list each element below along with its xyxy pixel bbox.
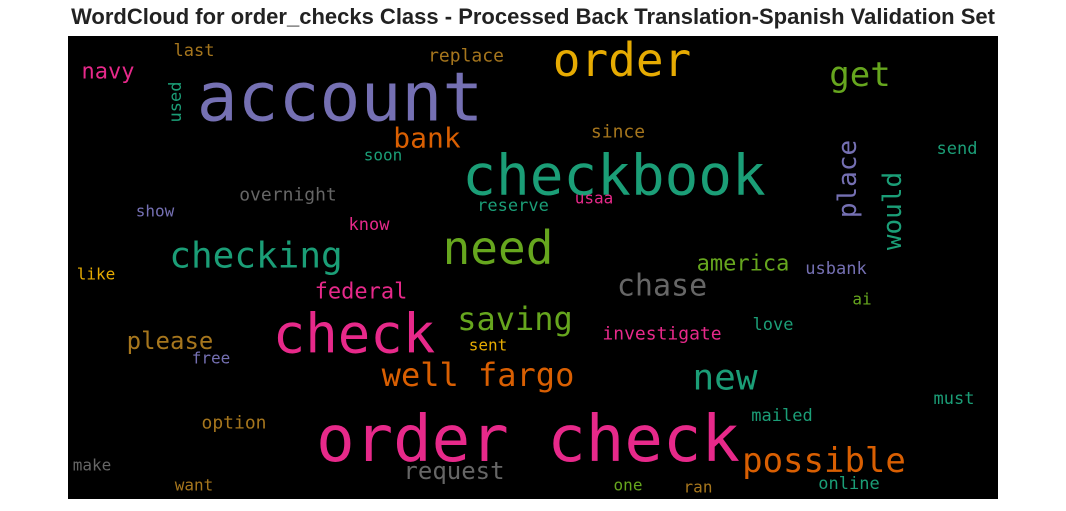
word-mailed: mailed xyxy=(751,406,812,426)
word-free: free xyxy=(192,349,231,368)
wordcloud-svg: account order check checkbook check order nee… xyxy=(73,36,978,497)
word-would: would xyxy=(878,172,908,250)
word-last: last xyxy=(174,41,215,61)
word-reserve: reserve xyxy=(477,196,549,216)
word-check: check xyxy=(273,303,436,366)
word-sent: sent xyxy=(469,336,508,355)
word-online: online xyxy=(818,474,879,494)
word-well-fargo: well fargo xyxy=(382,356,575,394)
word-since: since xyxy=(591,122,645,143)
word-possible: possible xyxy=(742,441,906,481)
word-checkbook: checkbook xyxy=(462,144,765,209)
word-like: like xyxy=(77,265,116,284)
word-ai: ai xyxy=(852,290,871,309)
word-america: america xyxy=(697,252,790,277)
word-request: request xyxy=(403,457,504,485)
word-navy: navy xyxy=(82,60,135,85)
word-federal: federal xyxy=(315,280,408,305)
word-make: make xyxy=(73,456,112,475)
word-place: place xyxy=(833,140,863,218)
word-option: option xyxy=(201,413,266,434)
word-soon: soon xyxy=(364,146,403,165)
word-new: new xyxy=(692,358,757,399)
word-usaa: usaa xyxy=(575,189,614,208)
word-checking: checking xyxy=(169,236,342,277)
word-ran: ran xyxy=(684,478,713,497)
word-love: love xyxy=(753,315,794,335)
word-get: get xyxy=(829,55,890,95)
word-overnight: overnight xyxy=(239,185,337,206)
word-saving: saving xyxy=(457,300,573,338)
word-one: one xyxy=(614,476,643,495)
word-used: used xyxy=(166,82,186,123)
word-show: show xyxy=(136,202,175,221)
word-usbank: usbank xyxy=(805,259,866,279)
word-please: please xyxy=(127,327,214,355)
chart-title: WordCloud for order_checks Class - Proce… xyxy=(71,4,995,29)
word-must: must xyxy=(934,389,975,409)
word-bank: bank xyxy=(393,122,461,155)
word-chase: chase xyxy=(617,269,707,304)
word-account: account xyxy=(197,59,484,138)
word-send: send xyxy=(937,139,978,159)
wordcloud-canvas: account order check checkbook check order nee… xyxy=(68,36,998,499)
word-order: order xyxy=(553,36,691,87)
word-need: need xyxy=(443,221,554,275)
word-order-check: order check xyxy=(316,403,740,477)
word-want: want xyxy=(175,476,214,495)
word-know: know xyxy=(349,215,391,235)
word-investigate: investigate xyxy=(602,324,721,345)
word-replace: replace xyxy=(428,46,504,67)
